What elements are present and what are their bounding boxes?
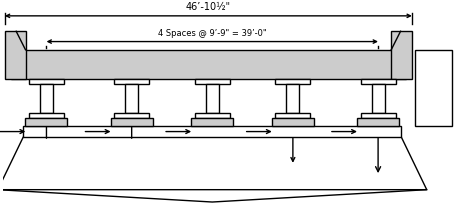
Bar (360, 112, 395, 118)
Bar (357, 118, 398, 126)
Bar (11, 50, 405, 79)
Bar (191, 118, 233, 126)
Bar (114, 112, 149, 118)
Bar (194, 79, 229, 84)
Bar (206, 84, 218, 112)
Bar (40, 84, 53, 112)
Bar (125, 84, 138, 112)
Bar (5, 31, 25, 79)
Text: 46’-10½": 46’-10½" (185, 2, 231, 12)
Text: 4 Spaces @ 9’-9" = 39’-0": 4 Spaces @ 9’-9" = 39’-0" (157, 29, 266, 39)
Bar (360, 79, 395, 84)
Bar (29, 79, 64, 84)
Bar (29, 112, 64, 118)
Bar (23, 126, 400, 137)
Bar (111, 118, 152, 126)
Bar (25, 118, 67, 126)
Bar (286, 84, 299, 112)
Bar (390, 31, 411, 79)
Bar (275, 79, 310, 84)
Bar (414, 50, 451, 126)
Bar (275, 112, 310, 118)
Bar (114, 79, 149, 84)
Polygon shape (0, 137, 426, 190)
Bar (194, 112, 229, 118)
Bar (371, 84, 384, 112)
Bar (271, 118, 313, 126)
